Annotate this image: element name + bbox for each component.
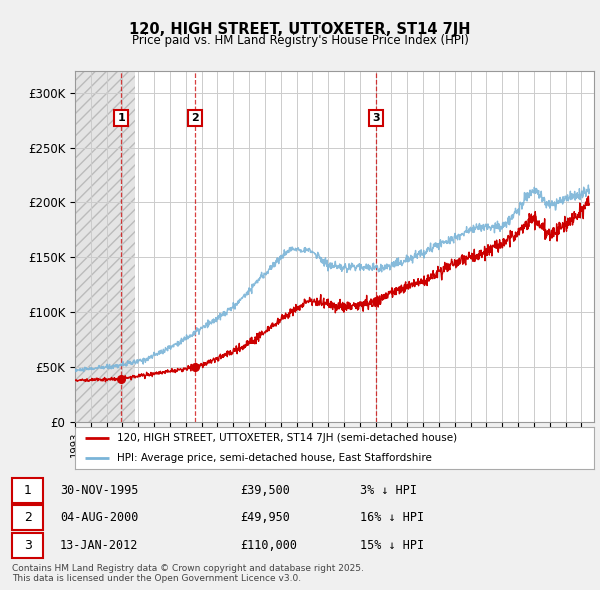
FancyBboxPatch shape xyxy=(12,533,43,558)
Text: 15% ↓ HPI: 15% ↓ HPI xyxy=(360,539,424,552)
Text: 3% ↓ HPI: 3% ↓ HPI xyxy=(360,484,417,497)
Text: 3: 3 xyxy=(23,539,32,552)
Text: £110,000: £110,000 xyxy=(240,539,297,552)
Text: £39,500: £39,500 xyxy=(240,484,290,497)
FancyBboxPatch shape xyxy=(12,478,43,503)
Text: Contains HM Land Registry data © Crown copyright and database right 2025.
This d: Contains HM Land Registry data © Crown c… xyxy=(12,563,364,583)
Text: 13-JAN-2012: 13-JAN-2012 xyxy=(60,539,139,552)
Text: HPI: Average price, semi-detached house, East Staffordshire: HPI: Average price, semi-detached house,… xyxy=(116,453,431,463)
Text: £49,950: £49,950 xyxy=(240,511,290,525)
Text: 16% ↓ HPI: 16% ↓ HPI xyxy=(360,511,424,525)
Text: 1: 1 xyxy=(23,484,32,497)
Text: 30-NOV-1995: 30-NOV-1995 xyxy=(60,484,139,497)
FancyBboxPatch shape xyxy=(12,506,43,530)
Text: 04-AUG-2000: 04-AUG-2000 xyxy=(60,511,139,525)
Text: 2: 2 xyxy=(23,511,32,525)
Text: 1: 1 xyxy=(118,113,125,123)
Text: 3: 3 xyxy=(373,113,380,123)
Text: 120, HIGH STREET, UTTOXETER, ST14 7JH: 120, HIGH STREET, UTTOXETER, ST14 7JH xyxy=(129,22,471,37)
Text: Price paid vs. HM Land Registry's House Price Index (HPI): Price paid vs. HM Land Registry's House … xyxy=(131,34,469,47)
Text: 2: 2 xyxy=(191,113,199,123)
Text: 120, HIGH STREET, UTTOXETER, ST14 7JH (semi-detached house): 120, HIGH STREET, UTTOXETER, ST14 7JH (s… xyxy=(116,433,457,443)
